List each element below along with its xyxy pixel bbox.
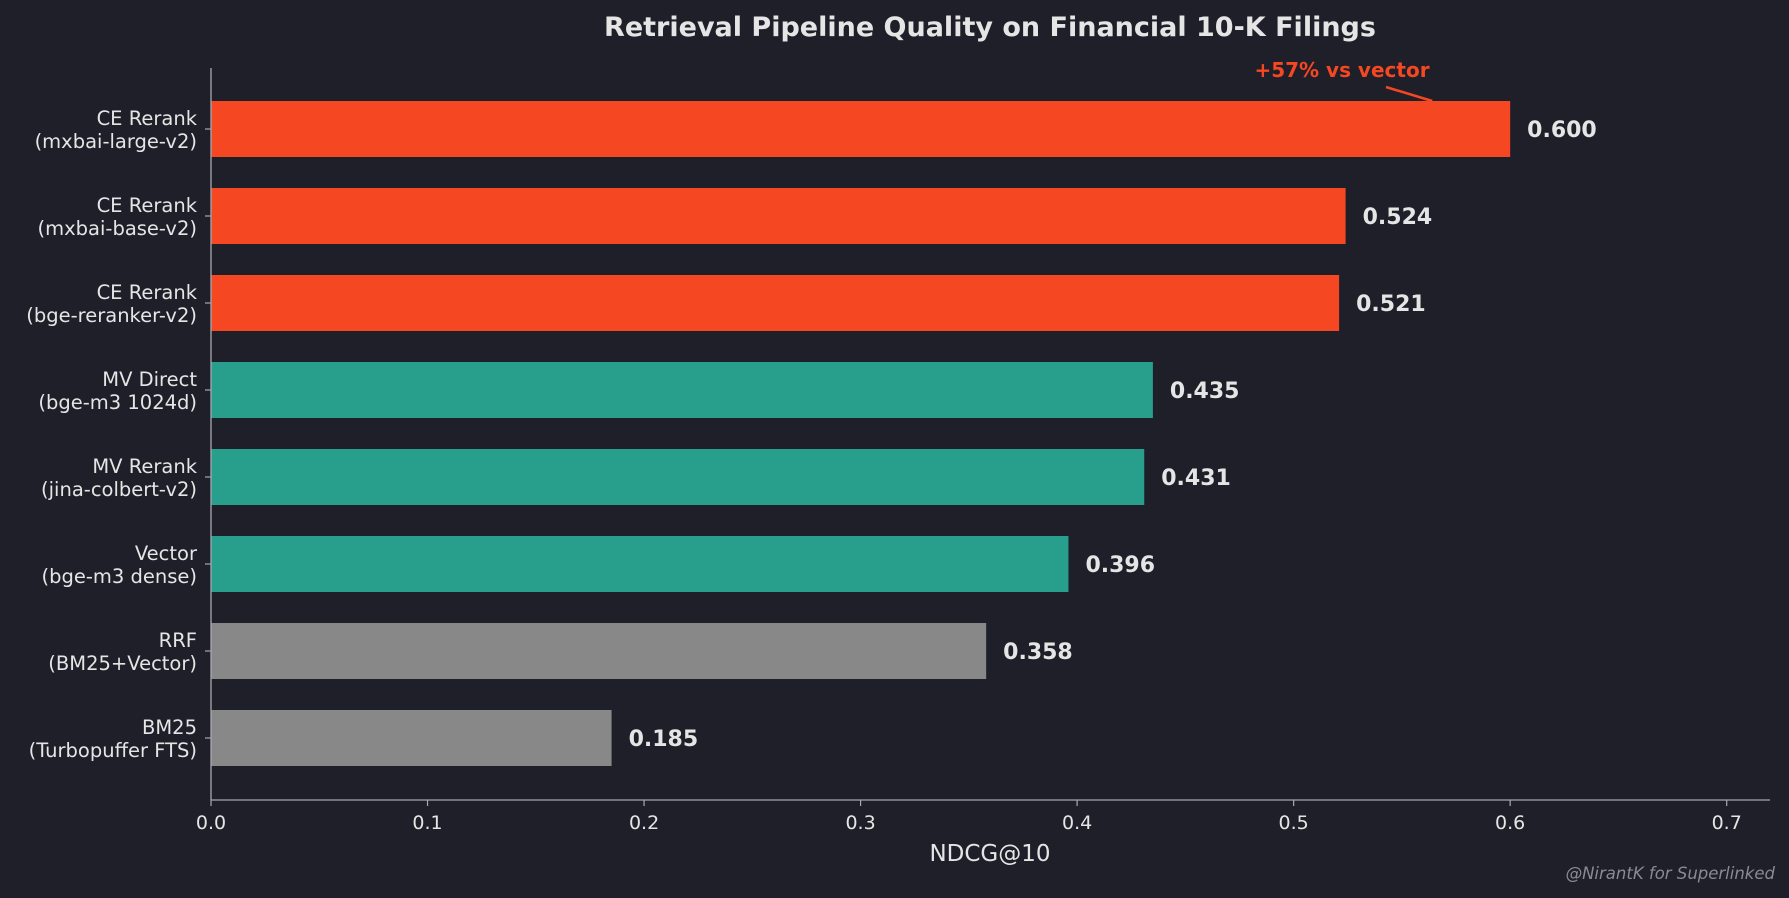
- annotation-group: +57% vs vector: [1254, 58, 1433, 103]
- axes-group: [205, 68, 1770, 801]
- credit-text: @NirantK for Superlinked: [1566, 864, 1776, 883]
- category-label-line: CE Rerank: [97, 194, 198, 217]
- category-label-line: (bge-reranker-v2): [26, 304, 197, 327]
- bar: [211, 188, 1346, 244]
- bar: [211, 536, 1069, 592]
- x-tick-label: 0.1: [412, 812, 442, 834]
- bars-group: [211, 101, 1511, 766]
- x-axis-label: NDCG@10: [929, 841, 1050, 867]
- category-label-line: RRF: [159, 629, 197, 652]
- x-tick-label: 0.5: [1279, 812, 1309, 834]
- x-tick-label: 0.4: [1062, 812, 1092, 834]
- x-tick-label: 0.2: [629, 812, 659, 834]
- category-label-line: Vector: [135, 542, 198, 565]
- category-labels-group: CE Rerank (mxbai-large-v2)CE Rerank (mxbai…: [26, 107, 198, 762]
- category-label-line: (mxbai-large-v2): [35, 130, 197, 153]
- category-label-line: BM25: [142, 716, 197, 739]
- value-label: 0.521: [1356, 292, 1426, 317]
- category-label-line: CE Rerank: [97, 107, 198, 130]
- value-label: 0.600: [1527, 118, 1597, 143]
- category-label-line: (jina-colbert-v2): [41, 478, 197, 501]
- value-label: 0.358: [1003, 640, 1073, 665]
- category-label: Vector (bge-m3 dense): [42, 542, 198, 588]
- category-label: CE Rerank (mxbai-large-v2): [35, 107, 198, 153]
- category-label-line: CE Rerank: [97, 281, 198, 304]
- bar: [211, 710, 612, 766]
- value-label: 0.396: [1085, 553, 1155, 578]
- value-labels-group: 0.600 0.524 0.521 0.435 0.431 0.396 0.358 0.185: [629, 118, 1597, 752]
- category-label: CE Rerank (mxbai-base-v2): [38, 194, 198, 240]
- chart-title: Retrieval Pipeline Quality on Financial …: [604, 12, 1376, 43]
- category-label-line: (mxbai-base-v2): [38, 217, 197, 240]
- category-label-line: MV Rerank: [92, 455, 197, 478]
- bar: [211, 623, 987, 679]
- annotation-arrow-line: [1385, 85, 1433, 103]
- category-label-line: MV Direct: [102, 368, 197, 391]
- annotation-text: +57% vs vector: [1254, 58, 1429, 82]
- value-label: 0.435: [1170, 379, 1240, 404]
- category-label-line: (BM25+Vector): [48, 652, 197, 675]
- category-label-line: (bge-m3 1024d): [38, 391, 197, 414]
- x-ticks-group: 0.0 0.1 0.2 0.3 0.4 0.5 0.6 0.7: [196, 800, 1742, 834]
- x-tick-label: 0.0: [196, 812, 226, 834]
- category-label-line: (bge-m3 dense): [42, 565, 198, 588]
- value-label: 0.524: [1363, 205, 1433, 230]
- x-tick-label: 0.3: [845, 812, 875, 834]
- bar: [211, 275, 1340, 331]
- x-tick-label: 0.6: [1495, 812, 1525, 834]
- category-label: MV Rerank (jina-colbert-v2): [41, 455, 198, 501]
- category-label: BM25 (Turbopuffer FTS): [29, 716, 197, 762]
- value-label: 0.185: [629, 727, 699, 752]
- category-label: RRF (BM25+Vector): [48, 629, 197, 675]
- category-label: CE Rerank (bge-reranker-v2): [26, 281, 197, 327]
- x-tick-label: 0.7: [1712, 812, 1742, 834]
- category-label-line: (Turbopuffer FTS): [29, 739, 197, 762]
- bar: [211, 362, 1153, 418]
- category-label: MV Direct (bge-m3 1024d): [38, 368, 197, 414]
- bar: [211, 101, 1511, 157]
- bar: [211, 449, 1145, 505]
- value-label: 0.431: [1161, 466, 1231, 491]
